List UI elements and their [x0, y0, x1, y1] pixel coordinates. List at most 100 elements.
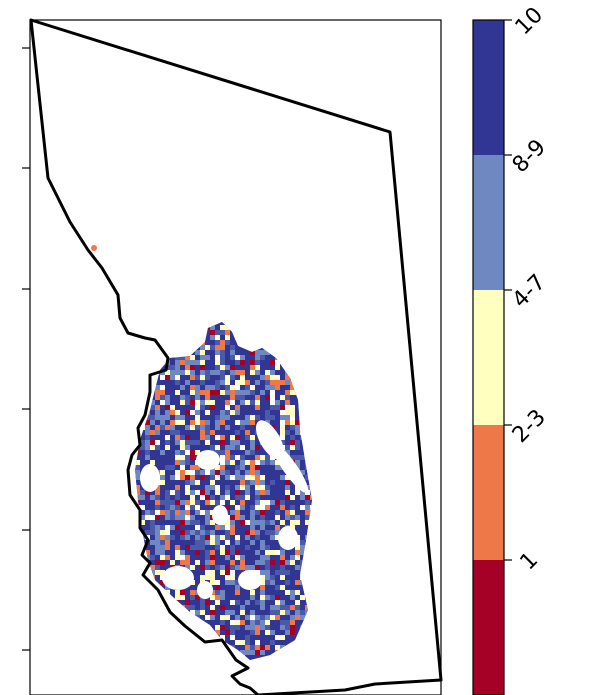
- data-pixel: [220, 580, 225, 585]
- data-pixel: [290, 595, 295, 600]
- data-pixel: [225, 455, 230, 460]
- data-pixel: [255, 615, 260, 620]
- data-pixel: [255, 565, 260, 570]
- data-pixel: [225, 565, 230, 570]
- data-pixel: [295, 580, 300, 585]
- data-pixel: [280, 575, 285, 580]
- data-pixel: [235, 455, 240, 460]
- data-pixel: [260, 380, 265, 385]
- gap: [197, 581, 213, 599]
- data-pixel: [275, 485, 280, 490]
- data-pixel: [270, 420, 275, 425]
- data-pixel: [295, 520, 300, 525]
- data-pixel: [235, 435, 240, 440]
- data-pixel: [300, 555, 305, 560]
- data-pixel: [290, 500, 295, 505]
- region-gaps: [140, 420, 309, 599]
- data-pixel: [300, 605, 305, 610]
- data-pixel: [205, 605, 210, 610]
- data-pixel: [245, 490, 250, 495]
- data-pixel: [200, 400, 205, 405]
- data-pixel: [230, 435, 235, 440]
- data-pixel: [200, 615, 205, 620]
- data-pixel: [200, 420, 205, 425]
- data-pixel: [295, 610, 300, 615]
- data-pixel: [165, 430, 170, 435]
- data-pixel: [150, 515, 155, 520]
- data-pixel: [275, 565, 280, 570]
- data-pixel: [165, 450, 170, 455]
- data-pixel: [155, 485, 160, 490]
- data-pixel: [250, 460, 255, 465]
- data-pixel: [205, 615, 210, 620]
- data-pixel: [155, 540, 160, 545]
- data-pixel: [240, 445, 245, 450]
- data-pixel: [150, 500, 155, 505]
- data-pixel: [275, 625, 280, 630]
- data-pixel: [235, 530, 240, 535]
- data-pixel: [195, 475, 200, 480]
- data-pixel: [140, 485, 145, 490]
- data-pixel: [150, 430, 155, 435]
- data-pixel: [230, 335, 235, 340]
- data-pixel: [270, 460, 275, 465]
- data-pixel: [235, 645, 240, 650]
- data-pixel: [155, 405, 160, 410]
- data-pixel: [250, 535, 255, 540]
- data-pixel: [275, 535, 280, 540]
- data-pixel: [230, 430, 235, 435]
- data-pixel: [265, 640, 270, 645]
- data-pixel: [180, 455, 185, 460]
- data-pixel: [160, 445, 165, 450]
- data-pixel: [240, 590, 245, 595]
- data-pixel: [240, 370, 245, 375]
- data-pixel: [230, 445, 235, 450]
- data-pixel: [260, 375, 265, 380]
- data-pixel: [170, 410, 175, 415]
- data-pixel: [280, 595, 285, 600]
- data-pixel: [190, 525, 195, 530]
- data-pixel: [195, 380, 200, 385]
- data-pixel: [165, 370, 170, 375]
- data-pixel: [245, 555, 250, 560]
- data-pixel: [175, 410, 180, 415]
- data-pixel: [280, 435, 285, 440]
- data-pixel: [165, 475, 170, 480]
- data-pixel: [225, 380, 230, 385]
- data-pixel: [160, 380, 165, 385]
- data-pixel: [210, 350, 215, 355]
- data-pixel: [265, 570, 270, 575]
- data-pixel: [175, 445, 180, 450]
- data-pixel: [180, 425, 185, 430]
- data-pixel: [155, 395, 160, 400]
- data-pixel: [175, 555, 180, 560]
- data-pixel: [230, 470, 235, 475]
- data-pixel: [255, 375, 260, 380]
- data-pixel: [135, 460, 140, 465]
- data-pixel: [220, 455, 225, 460]
- data-pixel: [215, 375, 220, 380]
- data-pixel: [185, 550, 190, 555]
- data-pixel: [260, 605, 265, 610]
- data-pixel: [225, 525, 230, 530]
- data-pixel: [235, 405, 240, 410]
- data-pixel: [240, 610, 245, 615]
- data-pixel: [190, 380, 195, 385]
- data-pixel: [245, 400, 250, 405]
- data-pixel: [190, 585, 195, 590]
- data-pixel: [295, 430, 300, 435]
- data-pixel: [235, 635, 240, 640]
- data-pixel: [270, 525, 275, 530]
- data-pixel: [215, 560, 220, 565]
- data-pixel: [235, 425, 240, 430]
- data-pixel: [250, 410, 255, 415]
- data-pixel: [245, 495, 250, 500]
- data-pixel: [240, 480, 245, 485]
- data-pixel: [220, 475, 225, 480]
- data-pixel: [280, 475, 285, 480]
- data-pixel: [220, 635, 225, 640]
- data-pixel: [195, 430, 200, 435]
- data-pixel: [190, 530, 195, 535]
- data-pixel: [255, 545, 260, 550]
